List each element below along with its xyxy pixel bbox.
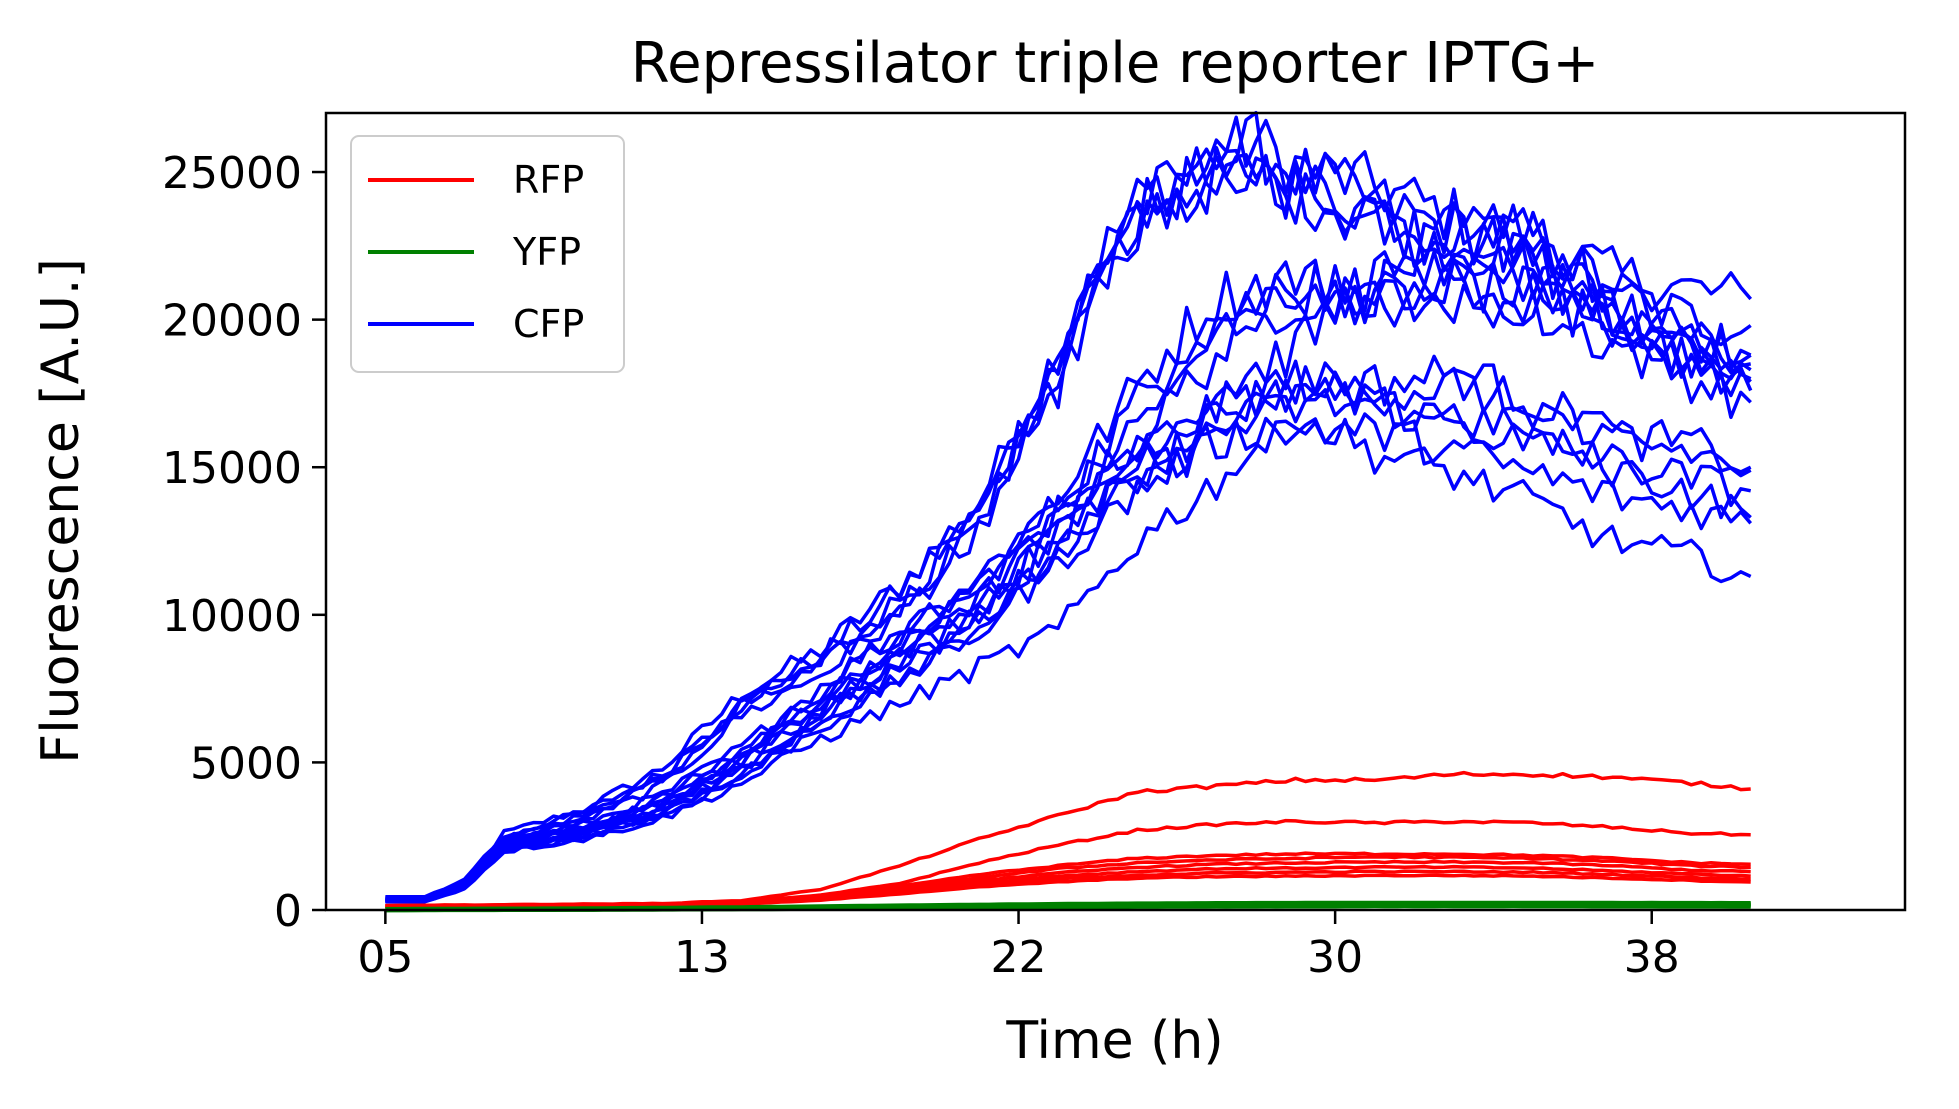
series-line-cfp-14 <box>385 388 1752 903</box>
series-group-cfp <box>385 110 1753 904</box>
x-tick-label: 38 <box>1624 932 1680 983</box>
chart-title: Repressilator triple reporter IPTG+ <box>631 31 1600 96</box>
y-axis: 0 5000 10000 15000 20000 25000 <box>162 148 326 937</box>
x-tick-label: 13 <box>674 932 730 983</box>
y-tick-label: 15000 <box>162 443 302 494</box>
y-tick-label: 5000 <box>190 738 302 789</box>
x-tick-label: 22 <box>991 932 1047 983</box>
series-line-cfp-6 <box>385 245 1752 902</box>
y-tick-label: 0 <box>274 886 302 937</box>
legend-label-rfp: RFP <box>513 158 584 202</box>
legend: RFP YFP CFP <box>350 135 625 373</box>
series-layer <box>385 110 1753 913</box>
y-tick-label: 25000 <box>162 148 302 199</box>
y-tick-label: 20000 <box>162 296 302 347</box>
series-line-cfp-5 <box>385 155 1752 900</box>
series-line-rfp-8 <box>385 873 1751 909</box>
x-tick-label: 30 <box>1307 932 1363 983</box>
series-line-cfp-15 <box>385 412 1753 904</box>
x-tick-label: 05 <box>357 932 413 983</box>
plot-frame <box>324 111 1907 912</box>
y-tick-label: 10000 <box>162 591 302 642</box>
legend-label-cfp: CFP <box>513 302 584 346</box>
series-group-rfp <box>385 770 1751 909</box>
y-axis-label: Fluorescence [A.U.] <box>31 258 91 763</box>
x-axis: 05 13 22 30 38 <box>357 910 1680 983</box>
x-axis-label: Time (h) <box>1005 1011 1223 1071</box>
legend-label-yfp: YFP <box>512 230 581 274</box>
series-line-cfp-16 <box>385 416 1752 904</box>
legend-box <box>350 135 625 373</box>
series-line-cfp-10 <box>385 250 1752 903</box>
